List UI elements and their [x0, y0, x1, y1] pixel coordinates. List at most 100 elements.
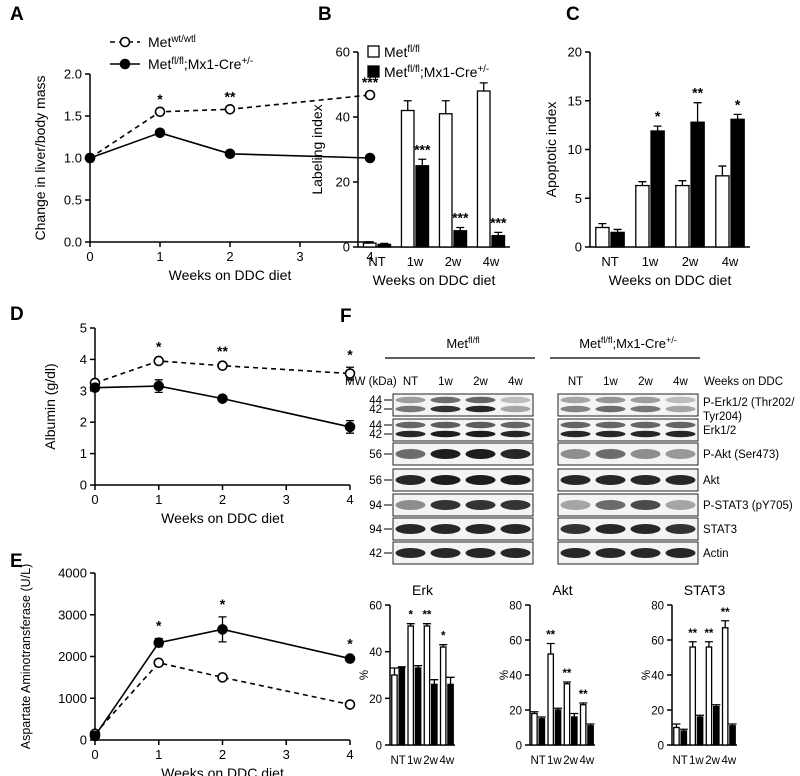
- protein-label: P-STAT3 (pY705): [703, 500, 793, 512]
- protein-label: Tyr204): [703, 411, 742, 423]
- y-tick-label: 40: [509, 671, 522, 683]
- y-tick-label: 0: [80, 478, 87, 493]
- data-point: [224, 148, 236, 160]
- y-tick-label: 2: [80, 415, 87, 430]
- text-part: Met: [446, 336, 468, 351]
- blot-band: [595, 430, 626, 438]
- blot-frame: [557, 418, 699, 442]
- bar: [414, 667, 422, 746]
- mw-label: 56: [369, 449, 382, 461]
- bar: [398, 667, 406, 746]
- significance-label: **: [422, 610, 431, 622]
- data-point: [217, 624, 228, 635]
- y-tick-label: 5: [575, 191, 582, 206]
- blot-band: [630, 396, 661, 404]
- bar: [531, 712, 538, 746]
- text-part: Met: [148, 56, 171, 72]
- y-tick-label: 4: [80, 352, 87, 367]
- blot-band: [500, 500, 531, 510]
- error-bar: [441, 100, 450, 114]
- blot-band: [560, 430, 591, 438]
- error-bar: [704, 641, 713, 647]
- x-tick-label: 3: [283, 747, 290, 762]
- blot-frame: [392, 517, 534, 541]
- blot-band: [430, 475, 461, 485]
- blot-band: [630, 421, 661, 429]
- blot-band: [665, 500, 696, 510]
- blot-band: [395, 430, 426, 438]
- text-part: fl/fl: [407, 44, 420, 55]
- bar: [538, 718, 546, 746]
- blot-band: [595, 475, 626, 485]
- significance-label: *: [655, 108, 661, 124]
- bar: [610, 231, 625, 248]
- blot-band: [665, 524, 696, 534]
- blot-band: [630, 500, 661, 510]
- y-axis-label: Apoptotic index: [543, 102, 559, 198]
- x-tick-label: 1w: [689, 755, 704, 767]
- blot-band: [595, 421, 626, 429]
- mw-label: 94: [369, 524, 382, 536]
- mw-label: 44: [369, 395, 382, 407]
- x-tick-label: 0: [86, 249, 93, 264]
- y-tick-label: 0: [376, 741, 382, 753]
- x-tick-label: 1w: [407, 254, 424, 269]
- significance-label: **: [721, 607, 730, 619]
- chart-title: Erk: [412, 582, 434, 598]
- blot-band: [395, 405, 426, 413]
- error-bar: [479, 82, 488, 91]
- bar: [696, 716, 704, 746]
- panel-label: D: [10, 304, 24, 325]
- data-point: [344, 368, 356, 379]
- error-bar: [721, 620, 730, 628]
- mw-label: 42: [369, 404, 382, 416]
- blot-band: [500, 524, 531, 534]
- blot-frame: [557, 541, 699, 565]
- lane-label: 1w: [438, 376, 453, 388]
- bar: [690, 121, 705, 248]
- lane-label: 1w: [603, 376, 618, 388]
- bar: [570, 716, 578, 746]
- series-line: [94, 385, 351, 428]
- text-part: +/-: [666, 335, 677, 345]
- bar: [635, 184, 650, 248]
- blot-band: [465, 449, 496, 459]
- x-tick-label: 4: [346, 747, 353, 762]
- mw-label: 42: [369, 548, 382, 560]
- x-tick-label: 0: [91, 492, 98, 507]
- bar: [547, 653, 555, 746]
- blot-band: [430, 405, 461, 413]
- blot-band: [665, 396, 696, 404]
- significance-label: **: [704, 628, 713, 640]
- y-tick-label: 80: [651, 601, 664, 613]
- bar: [730, 118, 745, 248]
- blot-frame: [392, 493, 534, 517]
- blot-band: [665, 421, 696, 429]
- data-point: [84, 152, 96, 164]
- y-tick-label: 0: [80, 733, 87, 748]
- mw-header: MW (kDa): [345, 376, 397, 388]
- blot-band: [630, 524, 661, 534]
- blot-band: [395, 524, 426, 534]
- bar: [377, 243, 392, 248]
- x-tick-label: NT: [390, 755, 405, 767]
- blot-band: [595, 548, 626, 558]
- significance-label: **: [688, 628, 697, 640]
- bar: [391, 674, 398, 746]
- y-tick-label: 1: [80, 446, 87, 461]
- x-tick-label: 2: [219, 747, 226, 762]
- blot-frame: [392, 468, 534, 492]
- legend-label: Metfl/fl;Mx1-Cre+/-: [148, 56, 253, 73]
- error-bar: [446, 676, 455, 685]
- y-tick-label: 60: [651, 636, 664, 648]
- y-tick-label: 0.0: [64, 235, 82, 250]
- blot-band: [430, 449, 461, 459]
- blot-band: [395, 548, 426, 558]
- blot-frame: [392, 393, 534, 417]
- blot-band: [430, 421, 461, 429]
- group-label: Metfl/fl: [446, 335, 479, 351]
- blot-band: [630, 449, 661, 459]
- y-axis-label: %: [499, 670, 511, 680]
- significance-label: **: [546, 630, 555, 642]
- significance-label: **: [225, 88, 236, 104]
